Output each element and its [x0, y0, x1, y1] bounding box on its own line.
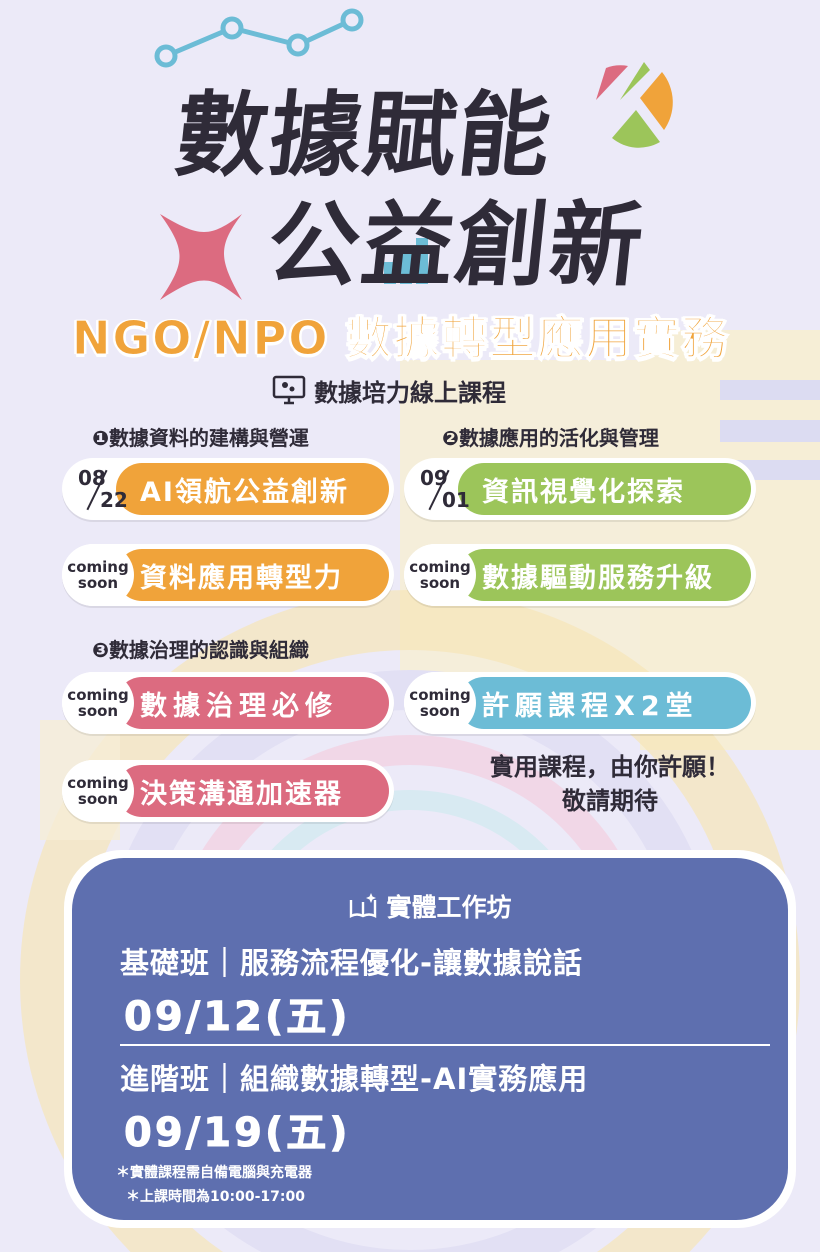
monitor-icon	[272, 375, 306, 405]
coming-soon-badge: coming soon	[404, 544, 476, 606]
subtitle-en: NGO/NPO	[71, 311, 330, 366]
workshop-heading: 實體工作坊	[72, 888, 788, 924]
workshop-heading-text: 實體工作坊	[386, 893, 512, 922]
line-graph-icon	[154, 8, 364, 68]
subtitle: NGO/NPO 數據轉型應用實務	[71, 308, 730, 368]
date-day: 01	[442, 488, 470, 512]
title-line-1: 數據賦能	[170, 82, 558, 189]
workshop-date-advanced: 09/19(五)	[124, 1110, 351, 1157]
badge-line-1: coming	[409, 686, 471, 704]
coming-soon-badge: coming soon	[62, 760, 134, 822]
workshop-panel-inner: 實體工作坊 基礎班｜服務流程優化-讓數據說話 09/12(五) 進階班｜組織數據…	[72, 858, 788, 1220]
course-label: 數據驅動服務升級	[458, 549, 751, 601]
workshop-panel: 實體工作坊 基礎班｜服務流程優化-讓數據說話 09/12(五) 進階班｜組織數據…	[64, 850, 796, 1228]
coming-soon-badge: coming soon	[62, 672, 134, 734]
book-sparkle-icon	[350, 893, 377, 918]
course-label: 許願課程X2堂	[458, 677, 751, 729]
workshop-note-1: ＊實體課程需自備電腦與充電器	[116, 1165, 312, 1181]
badge-line-1: coming	[409, 558, 471, 576]
online-course-label: 數據培力線上課程	[314, 378, 506, 407]
workshop-date-basic: 09/12(五)	[124, 994, 351, 1041]
course-label: AI領航公益創新	[116, 463, 389, 515]
date-day: 22	[100, 488, 128, 512]
course-label: 決策溝通加速器	[116, 765, 389, 817]
course-visualization[interactable]: 資訊視覺化探索 09 01	[404, 458, 756, 520]
course-decision[interactable]: 決策溝通加速器 coming soon	[62, 760, 394, 822]
section-1-heading: ❶數據資料的建構與營運	[92, 426, 309, 450]
wish-note-line-2: 敬請期待	[562, 787, 658, 815]
course-date: 09 01	[404, 458, 476, 520]
course-wish[interactable]: 許願課程X2堂 coming soon	[404, 672, 756, 734]
course-label: 資料應用轉型力	[116, 549, 389, 601]
divider	[120, 1044, 770, 1046]
section-2-heading: ❷數據應用的活化與管理	[442, 426, 659, 450]
workshop-note-2: ＊上課時間為10:00-17:00	[126, 1189, 305, 1205]
title-line-2: 公益創新	[262, 192, 650, 299]
badge-line-2: soon	[77, 702, 119, 720]
coming-soon-badge: coming soon	[404, 672, 476, 734]
badge-line-2: soon	[419, 574, 461, 592]
online-course-heading: 數據培力線上課程	[272, 372, 506, 408]
wish-note-line-1: 實用課程，由你許願！	[490, 753, 730, 781]
badge-line-1: coming	[67, 558, 129, 576]
badge-line-1: coming	[67, 774, 129, 792]
course-date: 08 22	[62, 458, 134, 520]
section-3-heading: ❸數據治理的認識與組織	[92, 638, 309, 662]
badge-line-1: coming	[67, 686, 129, 704]
badge-line-2: soon	[419, 702, 461, 720]
badge-line-2: soon	[77, 574, 119, 592]
bar-chart-icon	[384, 238, 428, 284]
course-ai-leadership[interactable]: AI領航公益創新 08 22	[62, 458, 394, 520]
pie-chart-icon	[596, 62, 673, 148]
badge-line-2: soon	[77, 790, 119, 808]
wish-note: 實用課程，由你許願！ 敬請期待	[470, 750, 750, 818]
workshop-class-advanced: 進階班｜組織數據轉型-AI實務應用	[120, 1062, 589, 1096]
workshop-class-basic: 基礎班｜服務流程優化-讓數據說話	[120, 946, 584, 980]
coming-soon-badge: coming soon	[62, 544, 134, 606]
course-data-transform[interactable]: 資料應用轉型力 coming soon	[62, 544, 394, 606]
subtitle-zh: 數據轉型應用實務	[345, 311, 730, 366]
course-label: 資訊視覺化探索	[458, 463, 751, 515]
course-governance[interactable]: 數據治理必修 coming soon	[62, 672, 394, 734]
course-label: 數據治理必修	[116, 677, 389, 729]
course-data-driven[interactable]: 數據驅動服務升級 coming soon	[404, 544, 756, 606]
sparkle-icon	[160, 214, 242, 300]
